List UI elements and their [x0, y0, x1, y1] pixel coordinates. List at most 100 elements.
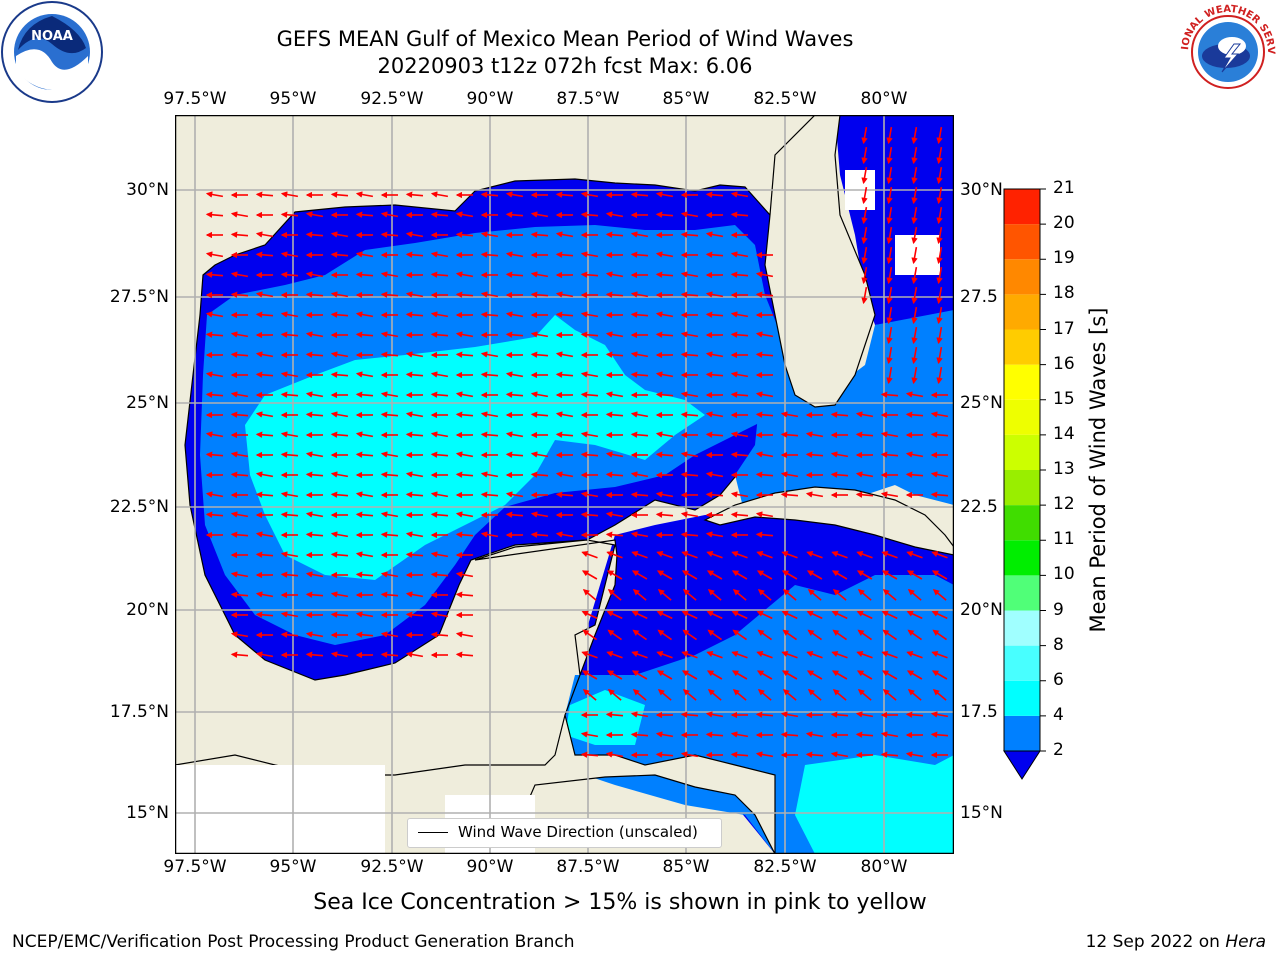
wave-direction-arrow [805, 751, 824, 758]
colorbar-tick-label: 16 [1053, 353, 1075, 374]
colorbar-tick-label: 13 [1053, 459, 1075, 479]
wave-direction-arrow [655, 731, 674, 738]
lon-tick-top: 85°W [662, 89, 710, 109]
wave-direction-arrow [555, 371, 574, 378]
wave-direction-arrow [856, 570, 873, 580]
wave-direction-arrow [932, 589, 947, 601]
lon-tick-top: 95°W [269, 89, 317, 109]
wave-direction-arrow [911, 326, 918, 345]
wave-direction-arrow [430, 431, 449, 438]
wave-direction-arrow [680, 211, 699, 218]
wave-direction-arrow [480, 291, 499, 298]
wave-direction-arrow [330, 531, 349, 538]
wave-direction-arrow [830, 751, 849, 758]
wave-direction-arrow [630, 291, 649, 298]
wave-direction-arrow [907, 589, 922, 601]
lon-tick-top: 92.5°W [360, 89, 424, 109]
wave-direction-arrow [405, 311, 424, 318]
wave-direction-arrow [530, 531, 549, 538]
wave-direction-arrow [705, 351, 724, 358]
wave-direction-arrow [330, 551, 349, 558]
wave-direction-arrow [530, 511, 549, 518]
wave-direction-arrow [555, 351, 574, 358]
wave-direction-arrow [881, 651, 898, 659]
wave-direction-arrow [505, 511, 524, 518]
wave-direction-arrow [931, 670, 948, 680]
wave-direction-arrow [882, 629, 898, 641]
wave-direction-arrow [530, 351, 549, 358]
colorbar-tick-label: 11 [1053, 529, 1075, 550]
colorbar-tick-label: 12 [1053, 494, 1075, 515]
wave-direction-arrow [755, 391, 774, 398]
wave-direction-arrow [430, 311, 449, 318]
wave-direction-arrow [605, 351, 624, 358]
wave-direction-arrow [781, 551, 798, 559]
wave-direction-arrow [380, 571, 399, 578]
wave-direction-arrow [705, 251, 724, 258]
colorbar-band [1004, 224, 1040, 260]
wave-direction-arrow [886, 266, 893, 285]
colorbar-band [1004, 399, 1040, 435]
wave-direction-arrow [730, 731, 749, 738]
wave-direction-arrow [682, 629, 698, 641]
wave-direction-arrow [305, 451, 324, 458]
wave-direction-arrow [280, 251, 299, 258]
colorbar-band [1004, 645, 1040, 681]
wave-direction-arrow [630, 731, 649, 738]
wave-direction-arrow [355, 631, 374, 638]
lat-tick-left: 25°N [126, 393, 169, 413]
wave-direction-arrow [230, 211, 249, 218]
wave-direction-arrow [931, 610, 948, 620]
wave-direction-arrow [305, 651, 324, 658]
wave-direction-arrow [455, 331, 474, 338]
wave-direction-arrow [657, 689, 672, 701]
wave-direction-arrow [582, 689, 597, 701]
wave-direction-arrow [731, 670, 748, 680]
wave-direction-arrow [405, 531, 424, 538]
wave-direction-arrow [757, 689, 772, 701]
wave-direction-arrow [606, 551, 623, 559]
wave-direction-arrow [832, 689, 847, 701]
wave-direction-arrow [280, 191, 299, 198]
wave-direction-arrow [857, 629, 873, 641]
wave-direction-arrow [280, 631, 299, 638]
wave-direction-arrow [330, 371, 349, 378]
wave-direction-arrow [405, 431, 424, 438]
wave-direction-arrow [255, 491, 274, 498]
wave-direction-arrow [280, 511, 299, 518]
wave-direction-arrow [205, 451, 224, 458]
wave-direction-arrow [861, 226, 868, 245]
wave-direction-arrow [581, 551, 598, 559]
wave-direction-arrow [936, 346, 943, 365]
wave-direction-arrow [330, 351, 349, 358]
wave-direction-arrow [856, 670, 873, 680]
wave-direction-arrow [605, 391, 624, 398]
wave-direction-arrow [730, 751, 749, 758]
lat-tick-left: 22.5°N [109, 497, 169, 517]
wave-direction-arrow [936, 366, 943, 385]
wave-direction-arrow [906, 551, 923, 559]
wave-direction-arrow [731, 610, 748, 620]
wave-direction-arrow [782, 629, 798, 641]
wave-direction-arrow [936, 266, 943, 285]
wave-direction-arrow [555, 491, 574, 498]
wave-direction-arrow [656, 551, 673, 559]
wave-direction-arrow [755, 331, 774, 338]
wave-direction-arrow [530, 451, 549, 458]
wave-direction-arrow [756, 551, 773, 559]
wave-direction-arrow [255, 291, 274, 298]
wave-direction-arrow [780, 471, 799, 478]
wave-direction-arrow [730, 511, 749, 518]
wave-direction-arrow [805, 731, 824, 738]
wave-direction-arrow [655, 451, 674, 458]
wave-direction-arrow [355, 251, 374, 258]
wave-direction-arrow [480, 491, 499, 498]
wave-direction-arrow [705, 231, 724, 238]
wave-direction-arrow [755, 451, 774, 458]
wave-direction-arrow [706, 670, 723, 680]
wave-direction-arrow [530, 291, 549, 298]
wave-direction-arrow [886, 186, 893, 205]
wave-direction-arrow [936, 286, 943, 305]
wave-direction-arrow [905, 711, 924, 718]
wave-direction-arrow [405, 471, 424, 478]
